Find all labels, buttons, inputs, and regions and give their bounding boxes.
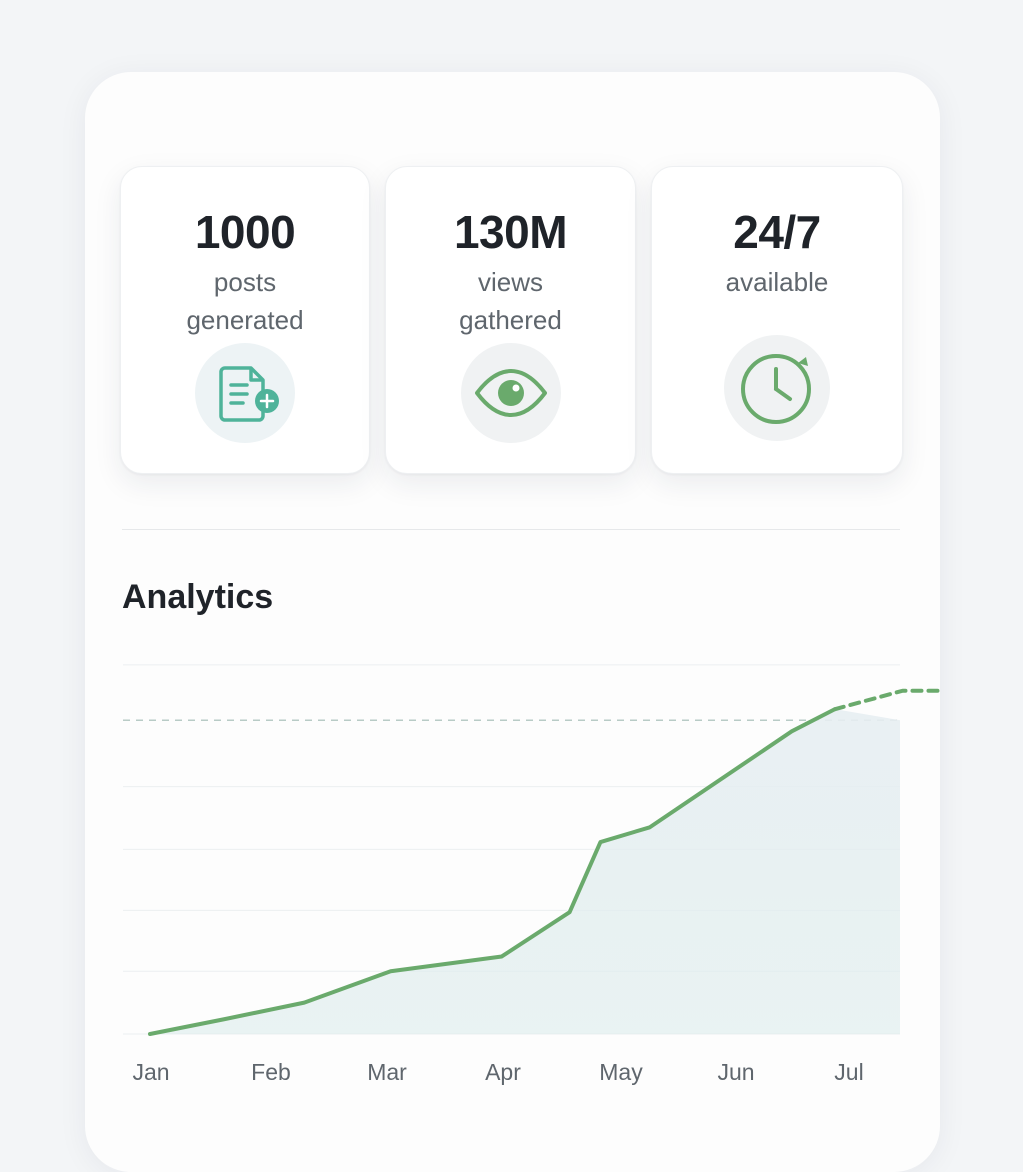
area-fill	[150, 709, 900, 1034]
eye-icon	[460, 343, 561, 443]
stat-posts: 1000 posts generated	[120, 166, 370, 474]
x-tick-label: Apr	[485, 1059, 521, 1085]
stat-label-line: generated	[186, 305, 304, 335]
x-tick-label: Mar	[367, 1059, 407, 1085]
stat-label: views gathered	[396, 263, 625, 339]
stat-value: 24/7	[733, 206, 821, 258]
stat-availability: 24/7 available	[651, 166, 903, 474]
stat-value: 130M	[453, 206, 568, 258]
analytics-title: Analytics	[122, 578, 274, 616]
section-divider	[122, 529, 900, 530]
series-projection-line	[832, 688, 942, 712]
clock-icon	[724, 335, 830, 441]
stat-label: posts generated	[131, 263, 359, 339]
stat-label: available	[662, 263, 892, 301]
stat-label-line: gathered	[459, 305, 562, 335]
x-tick-label: May	[599, 1059, 643, 1085]
stat-label-line: posts	[213, 267, 277, 297]
stat-value: 1000	[194, 206, 296, 258]
stat-label-line: views	[477, 267, 543, 297]
series-line	[148, 707, 837, 1036]
analytics-chart: Jan Feb Mar Apr May Jun Jul	[123, 664, 942, 1085]
stat-label-line: available	[725, 267, 829, 297]
stat-views: 130M views gathered	[385, 166, 636, 474]
x-tick-label: Feb	[251, 1059, 291, 1085]
x-tick-label: Jul	[834, 1059, 863, 1085]
x-tick-label: Jun	[717, 1059, 754, 1085]
x-tick-label: Jan	[132, 1059, 169, 1085]
document-add-icon	[195, 343, 295, 443]
